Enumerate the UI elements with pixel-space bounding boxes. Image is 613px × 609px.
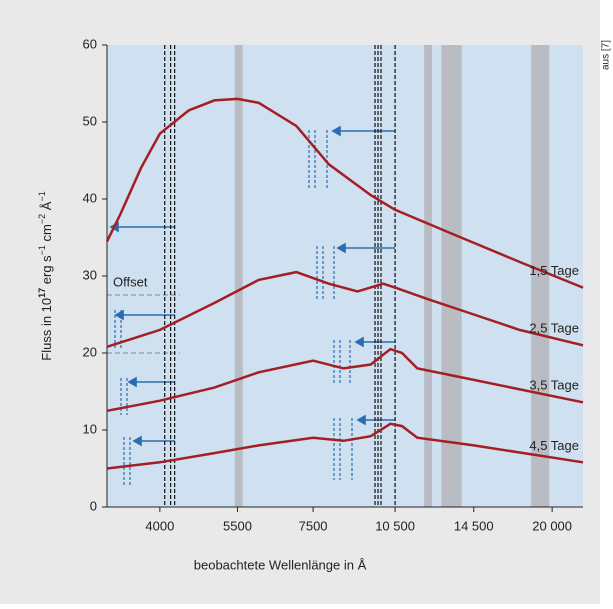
- series-line: [105, 97, 584, 289]
- y-tick-label: 10: [83, 421, 97, 436]
- y-tick-label: 20: [83, 344, 97, 359]
- shaded-region: [424, 45, 433, 507]
- line-markers: [114, 130, 353, 485]
- y-tick-label: 40: [83, 190, 97, 205]
- x-tick-label: 10 500: [375, 518, 415, 533]
- shaded-region: [441, 45, 462, 507]
- series-line: [106, 347, 584, 413]
- y-label-part: −1: [37, 191, 47, 201]
- source: aus [7]: [601, 40, 612, 70]
- legend-label: 1,5 Tage: [529, 263, 579, 278]
- y-tick-label: 30: [83, 267, 97, 282]
- series-line: [106, 270, 584, 348]
- x-tick-label: 14 500: [454, 518, 494, 533]
- plot-area: [107, 45, 583, 507]
- x-tick-label: 7500: [299, 518, 328, 533]
- x-tick-label: 5500: [223, 518, 252, 533]
- y-label-part: −1: [37, 245, 47, 255]
- x-axis-label: beobachtete Wellenlänge in Å: [194, 557, 367, 572]
- y-tick-label: 50: [83, 113, 97, 128]
- y-label-part: 17: [37, 288, 47, 298]
- y-label-part: Fluss in 10: [39, 298, 54, 361]
- legend-label: 2,5 Tage: [529, 321, 579, 336]
- legend-label: 3,5 Tage: [529, 378, 579, 393]
- y-label-part: cm: [39, 224, 54, 245]
- offset-lines: [107, 294, 180, 354]
- shaded-region: [234, 45, 243, 507]
- y-axis-label: Fluss in 1017 erg s−1 cm−2 Å−1: [37, 191, 54, 360]
- offset-label: Offset: [113, 274, 148, 289]
- y-tick-label: 0: [90, 498, 97, 513]
- x-tick-label: 20 000: [532, 518, 572, 533]
- y-label-part: −2: [37, 214, 47, 224]
- legend-label: 4,5 Tage: [529, 438, 579, 453]
- series-line: [106, 422, 584, 470]
- y-tick-label: 60: [83, 36, 97, 51]
- y-label-part: Å: [39, 201, 54, 214]
- y-label-part: erg s: [39, 255, 54, 288]
- arrows: [109, 125, 395, 447]
- x-tick-label: 4000: [145, 518, 174, 533]
